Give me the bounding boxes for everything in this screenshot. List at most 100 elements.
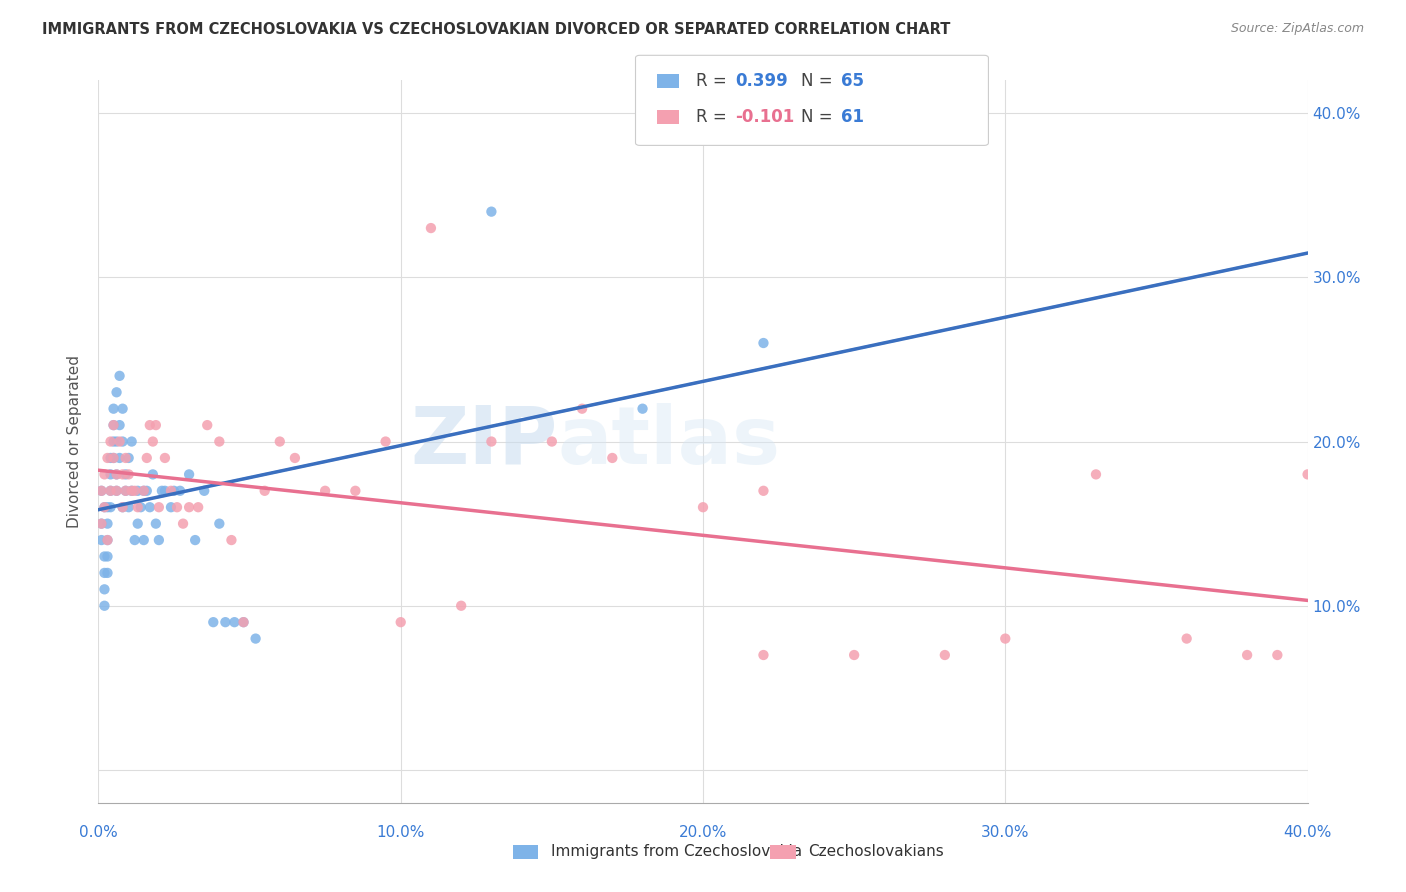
Text: 0.399: 0.399 [735,72,789,90]
Point [1236,648,1258,662]
Point [153,483,176,498]
Point [105,467,128,482]
Text: N =: N = [801,72,838,90]
Point [1175,632,1198,646]
Point [1267,648,1289,662]
Point [103,434,125,449]
Point [139,500,162,515]
Point [132,533,155,547]
Point [631,401,654,416]
Point [124,483,146,498]
Point [752,648,775,662]
Point [121,483,143,498]
Point [148,533,170,547]
Point [179,467,201,482]
Point [121,434,143,449]
Point [160,500,183,515]
Point [208,434,231,449]
Point [103,418,125,433]
Point [105,483,128,498]
Point [93,500,115,515]
Point [114,483,136,498]
Point [692,500,714,515]
Point [100,467,122,482]
Point [752,336,775,351]
Point [100,500,122,515]
Point [103,401,125,416]
Point [118,467,141,482]
Point [450,599,472,613]
Point [127,483,149,498]
Text: 10.0%: 10.0% [377,825,425,840]
Point [105,385,128,400]
Point [602,450,624,465]
Y-axis label: Divorced or Separated: Divorced or Separated [67,355,83,528]
Point [135,450,157,465]
Point [179,500,201,515]
Text: R =: R = [696,72,733,90]
Point [93,467,115,482]
Point [169,483,191,498]
Point [540,434,562,449]
Point [103,450,125,465]
Point [166,500,188,515]
Point [93,599,115,613]
Point [148,500,170,515]
Point [127,516,149,531]
Point [114,483,136,498]
Point [96,533,118,547]
Point [108,368,131,383]
Point [96,566,118,580]
Text: 65: 65 [841,72,863,90]
Point [132,483,155,498]
Point [129,500,152,515]
Point [153,450,176,465]
Point [118,500,141,515]
Point [389,615,412,630]
Point [994,632,1017,646]
Text: Source: ZipAtlas.com: Source: ZipAtlas.com [1230,22,1364,36]
Point [93,500,115,515]
Point [214,615,236,630]
Point [187,500,209,515]
Point [96,516,118,531]
Point [142,434,165,449]
Text: Czechoslovakians: Czechoslovakians [808,845,945,859]
Text: Immigrants from Czechoslovakia: Immigrants from Czechoslovakia [551,845,803,859]
Point [245,632,267,646]
Text: 0.0%: 0.0% [79,825,118,840]
Point [135,483,157,498]
Point [93,566,115,580]
Point [111,500,134,515]
Point [111,500,134,515]
Point [232,615,254,630]
Point [118,450,141,465]
Point [108,434,131,449]
Text: N =: N = [801,108,838,126]
Point [150,483,173,498]
Point [481,434,503,449]
Point [844,648,866,662]
Point [111,401,134,416]
Point [934,648,956,662]
Text: IMMIGRANTS FROM CZECHOSLOVAKIA VS CZECHOSLOVAKIAN DIVORCED OR SEPARATED CORRELAT: IMMIGRANTS FROM CZECHOSLOVAKIA VS CZECHO… [42,22,950,37]
Point [105,483,128,498]
Text: 61: 61 [841,108,863,126]
Point [93,582,115,597]
Text: R =: R = [696,108,733,126]
Point [93,549,115,564]
Text: 40.0%: 40.0% [1284,825,1331,840]
Point [108,418,131,433]
Text: atlas: atlas [558,402,780,481]
Point [127,500,149,515]
Point [100,483,122,498]
Point [269,434,291,449]
Point [172,516,194,531]
Point [100,450,122,465]
Point [184,533,207,547]
Point [100,434,122,449]
Point [142,467,165,482]
Point [224,615,246,630]
Point [90,483,112,498]
Point [253,483,276,498]
